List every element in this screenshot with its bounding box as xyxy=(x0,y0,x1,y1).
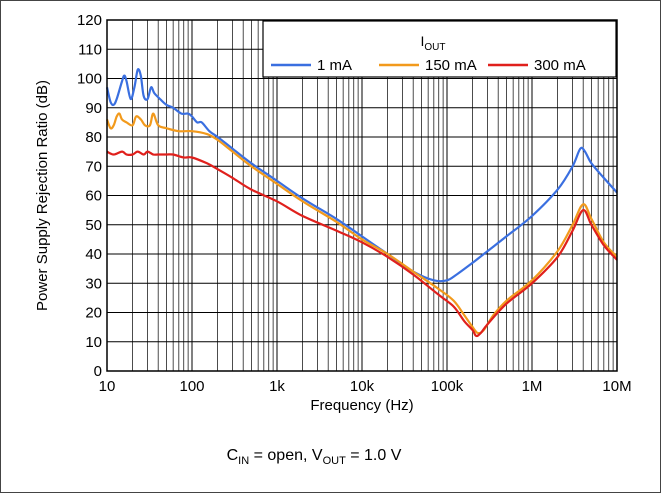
y-tick-label: 30 xyxy=(85,275,102,292)
x-tick-label: 1M xyxy=(522,378,543,395)
legend-label-3: 300 mA xyxy=(534,57,586,74)
series-line-1 xyxy=(105,68,618,283)
y-tick-label: 40 xyxy=(85,246,102,263)
y-tick-label: 110 xyxy=(78,41,102,58)
y-tick-label: 0 xyxy=(94,363,102,380)
series-line-2 xyxy=(105,112,618,335)
x-tick-label: 100 xyxy=(179,378,204,395)
caption-part-2: = open, V xyxy=(249,447,323,464)
y-tick-label: 10 xyxy=(85,334,102,351)
y-axis-label: Power Supply Rejection Ratio (dB) xyxy=(34,80,51,311)
caption-sub-2: OUT xyxy=(323,455,347,467)
legend-label-1: 1 mA xyxy=(317,57,352,74)
x-tick-label: 10M xyxy=(602,378,631,395)
x-axis-label: Frequency (Hz) xyxy=(310,397,413,414)
y-tick-label: 120 xyxy=(77,12,102,29)
y-tick-label: 70 xyxy=(85,158,102,175)
plot-area xyxy=(106,19,618,372)
caption-part-1: C xyxy=(227,447,239,464)
y-tick-label: 60 xyxy=(85,188,102,205)
legend-title: IOUT xyxy=(421,33,446,53)
chart-caption: CIN = open, VOUT = 1.0 V xyxy=(227,447,402,467)
x-tick-label: 10k xyxy=(350,378,375,395)
legend-title-main: I xyxy=(421,33,425,49)
legend-title-sub: OUT xyxy=(424,42,445,53)
legend-box xyxy=(262,20,617,78)
y-tick-label: 90 xyxy=(85,100,102,117)
caption-part-3: = 1.0 V xyxy=(346,447,402,464)
legend-label-2: 150 mA xyxy=(425,57,477,74)
x-tick-label: 100k xyxy=(431,378,464,395)
caption-sub-1: IN xyxy=(238,455,249,467)
series-line-3 xyxy=(106,150,618,338)
x-tick-label: 1k xyxy=(269,378,285,395)
y-tick-label: 100 xyxy=(77,71,102,88)
x-tick-label: 10 xyxy=(99,378,116,395)
y-tick-label: 80 xyxy=(85,129,102,146)
y-tick-label: 20 xyxy=(85,305,102,322)
legend: IOUT 1 mA 150 mA 300 mA xyxy=(262,20,617,78)
y-tick-label: 50 xyxy=(85,217,102,234)
